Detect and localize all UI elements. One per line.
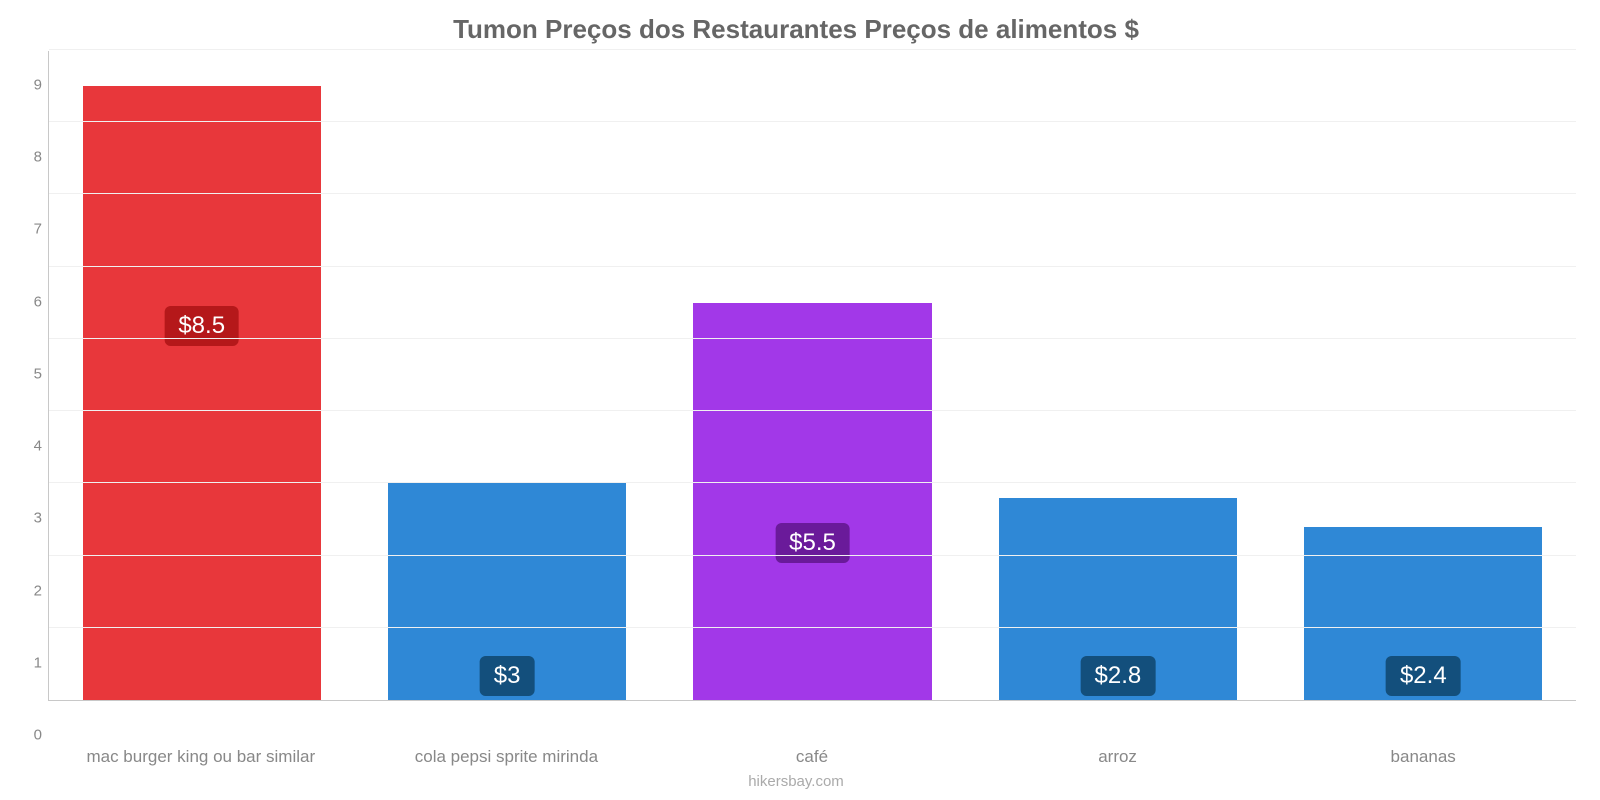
x-category-label: mac burger king ou bar similar [48, 735, 354, 767]
y-tick-label: 7 [34, 221, 42, 238]
bar: $2.4 [1304, 527, 1542, 700]
gridline [49, 121, 1576, 122]
gridline [49, 266, 1576, 267]
x-category-label: café [659, 735, 965, 767]
gridline [49, 193, 1576, 194]
gridline [49, 555, 1576, 556]
y-tick-label: 1 [34, 654, 42, 671]
x-category-label: cola pepsi sprite mirinda [354, 735, 660, 767]
y-tick-label: 3 [34, 510, 42, 527]
value-badge: $3 [480, 656, 535, 696]
gridline [49, 410, 1576, 411]
x-labels: mac burger king ou bar similarcola pepsi… [48, 735, 1576, 767]
plot-area: $8.5 $3 $5.5 $2.8 $2.4 [48, 51, 1576, 701]
gridline [49, 49, 1576, 50]
y-tick-label: 4 [34, 438, 42, 455]
x-category-label: arroz [965, 735, 1271, 767]
value-badge: $2.8 [1081, 656, 1156, 696]
plot-row: 0123456789 $8.5$3$5.5$2.8$2.4 [16, 51, 1576, 735]
chart-title: Tumon Preços dos Restaurantes Preços de … [16, 14, 1576, 45]
chart-footer: hikersbay.com [16, 773, 1576, 790]
price-bar-chart: Tumon Preços dos Restaurantes Preços de … [0, 0, 1600, 800]
bar-slot: $2.4 [1271, 51, 1576, 700]
value-badge: $2.4 [1386, 656, 1461, 696]
bar: $8.5 [83, 86, 321, 700]
bar-slot: $3 [354, 51, 659, 700]
x-spacer [16, 735, 48, 767]
bar-slot: $2.8 [965, 51, 1270, 700]
bar: $5.5 [693, 303, 931, 700]
y-tick-label: 2 [34, 582, 42, 599]
y-tick-label: 8 [34, 149, 42, 166]
x-axis: mac burger king ou bar similarcola pepsi… [16, 735, 1576, 767]
bar: $3 [388, 483, 626, 700]
bar-slot: $5.5 [660, 51, 965, 700]
gridline [49, 482, 1576, 483]
bars-container: $8.5 $3 $5.5 $2.8 $2.4 [49, 51, 1576, 700]
x-category-label: bananas [1270, 735, 1576, 767]
y-tick-label: 9 [34, 77, 42, 94]
bar: $2.8 [999, 498, 1237, 700]
value-badge: $8.5 [164, 306, 239, 346]
y-tick-label: 6 [34, 293, 42, 310]
gridline [49, 627, 1576, 628]
y-tick-label: 0 [34, 727, 42, 744]
y-tick-label: 5 [34, 365, 42, 382]
y-axis: 0123456789 [16, 51, 48, 735]
gridline [49, 338, 1576, 339]
value-badge: $5.5 [775, 523, 850, 563]
bar-slot: $8.5 [49, 51, 354, 700]
